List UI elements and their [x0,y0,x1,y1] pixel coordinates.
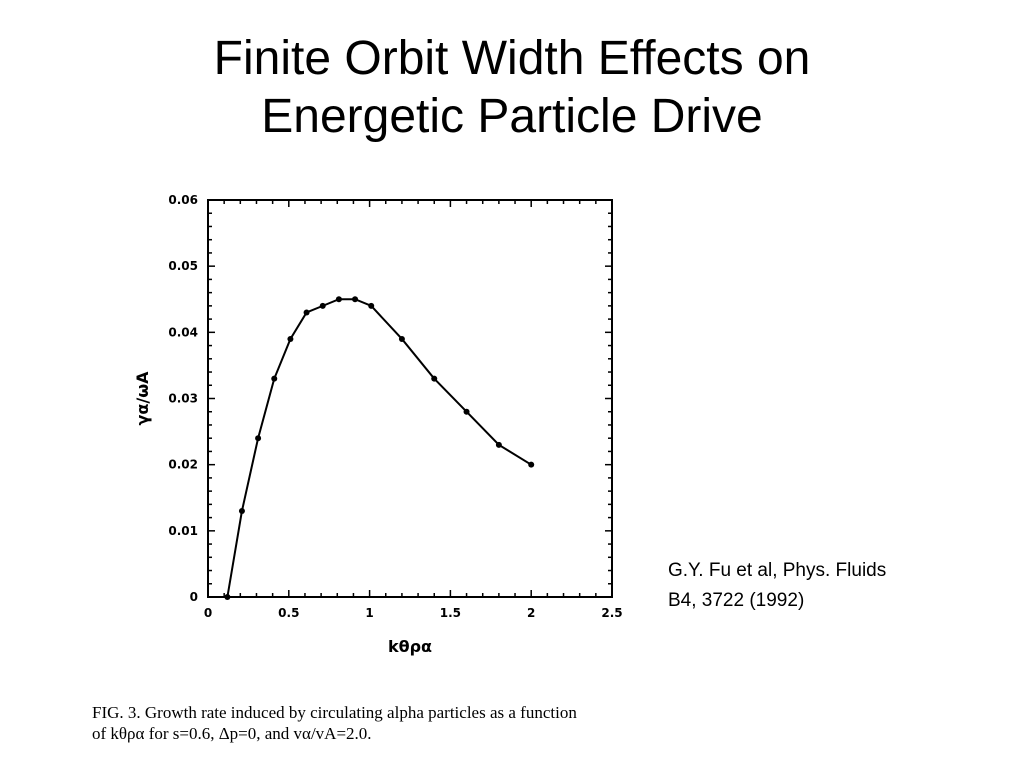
series-line [226,298,532,598]
y-tick-label: 0.01 [168,524,198,538]
tick-labels: 0 0.5 1 1.5 2 2.5 0 0.01 0.02 0.03 0.04 0.05 0.06 [168,193,622,620]
tick-marks [207,199,613,598]
x-tick-label: 1 [365,606,373,620]
x-tick-label: 2 [527,606,535,620]
x-tick-label: 2.5 [601,606,622,620]
data-point [224,594,231,600]
data-point [255,435,262,442]
citation-line-2: B4, 3722 (1992) [668,590,805,611]
slide-title-line-2: Energetic Particle Drive [261,90,763,143]
data-point [319,302,326,309]
y-tick-label: 0.02 [168,458,198,472]
figure-caption: FIG. 3. Growth rate induced by circulati… [92,702,732,744]
data-points [224,296,535,600]
y-tick-label: 0.03 [168,392,198,406]
data-point [368,302,375,309]
citation: G.Y. Fu et al, Phys. Fluids B4, 3722 (19… [668,556,1008,616]
data-point [271,375,278,382]
y-tick-label: 0.04 [168,325,198,339]
y-tick-label: 0.05 [168,259,198,273]
y-tick-label: 0.06 [168,193,198,207]
data-point [398,335,405,342]
data-point [238,507,245,514]
slide-title-line-1: Finite Orbit Width Effects on [213,32,811,85]
caption-line-1: FIG. 3. Growth rate induced by circulati… [92,703,577,722]
data-point [463,408,470,415]
data-point [335,296,342,303]
data-point [287,335,294,342]
data-point [303,309,310,316]
data-point [431,375,438,382]
citation-line-1: G.Y. Fu et al, Phys. Fluids [668,560,887,581]
x-tick-label: 0 [204,606,212,620]
x-tick-label: 0.5 [278,606,299,620]
y-axis-label: γα/ωA [133,371,152,426]
slide-title: Finite Orbit Width Effects on Energetic … [0,30,1024,146]
x-tick-label: 1.5 [440,606,461,620]
data-point [352,296,359,303]
data-point [495,441,502,448]
y-tick-label: 0 [190,590,198,604]
plot-svg: 0 0.5 1 1.5 2 2.5 0 0.01 0.02 0.03 0.04 0.05 0.06 kθ… [133,193,623,656]
x-axis-label: kθρα [388,637,432,656]
growth-rate-plot: 0 0.5 1 1.5 2 2.5 0 0.01 0.02 0.03 0.04 0.05 0.06 kθ… [120,185,640,670]
data-point [528,461,535,468]
caption-line-2: of kθρα for s=0.6, Δp=0, and vα/vA=2.0. [92,724,372,743]
